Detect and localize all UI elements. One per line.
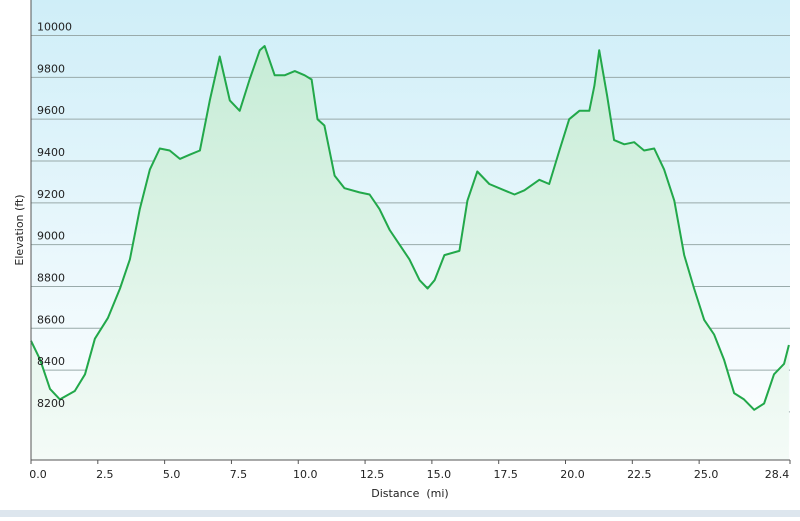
x-tick-label: 7.5 xyxy=(230,468,248,481)
y-tick-label: 9200 xyxy=(37,188,65,201)
y-axis-title: Elevation (ft) xyxy=(13,194,26,265)
x-tick-label: 12.5 xyxy=(360,468,385,481)
x-tick-label: 28.4 xyxy=(765,468,790,481)
y-tick-label: 9000 xyxy=(37,230,65,243)
y-tick-label: 9800 xyxy=(37,62,65,75)
x-axis-title: Distance (mi) xyxy=(371,487,448,500)
y-tick-label: 9600 xyxy=(37,104,65,117)
x-tick-label: 15.0 xyxy=(427,468,452,481)
x-tick-label: 20.0 xyxy=(560,468,585,481)
y-tick-label: 9400 xyxy=(37,146,65,159)
area-fill xyxy=(31,46,789,460)
x-tick-label: 5.0 xyxy=(163,468,181,481)
y-tick-label: 10000 xyxy=(37,21,72,34)
x-tick-label: 25.0 xyxy=(694,468,719,481)
elevation-line xyxy=(30,45,790,411)
y-tick-label: 8600 xyxy=(37,313,65,326)
y-tick-label: 8400 xyxy=(37,355,65,368)
x-tick-label: 17.5 xyxy=(493,468,518,481)
x-tick-label: 0.0 xyxy=(29,468,47,481)
x-tick-label: 10.0 xyxy=(293,468,318,481)
y-tick-label: 8800 xyxy=(37,271,65,284)
x-tick-label: 2.5 xyxy=(96,468,114,481)
x-tick-label: 22.5 xyxy=(627,468,652,481)
y-tick-label: 8200 xyxy=(37,397,65,410)
bottom-strip xyxy=(0,510,800,517)
